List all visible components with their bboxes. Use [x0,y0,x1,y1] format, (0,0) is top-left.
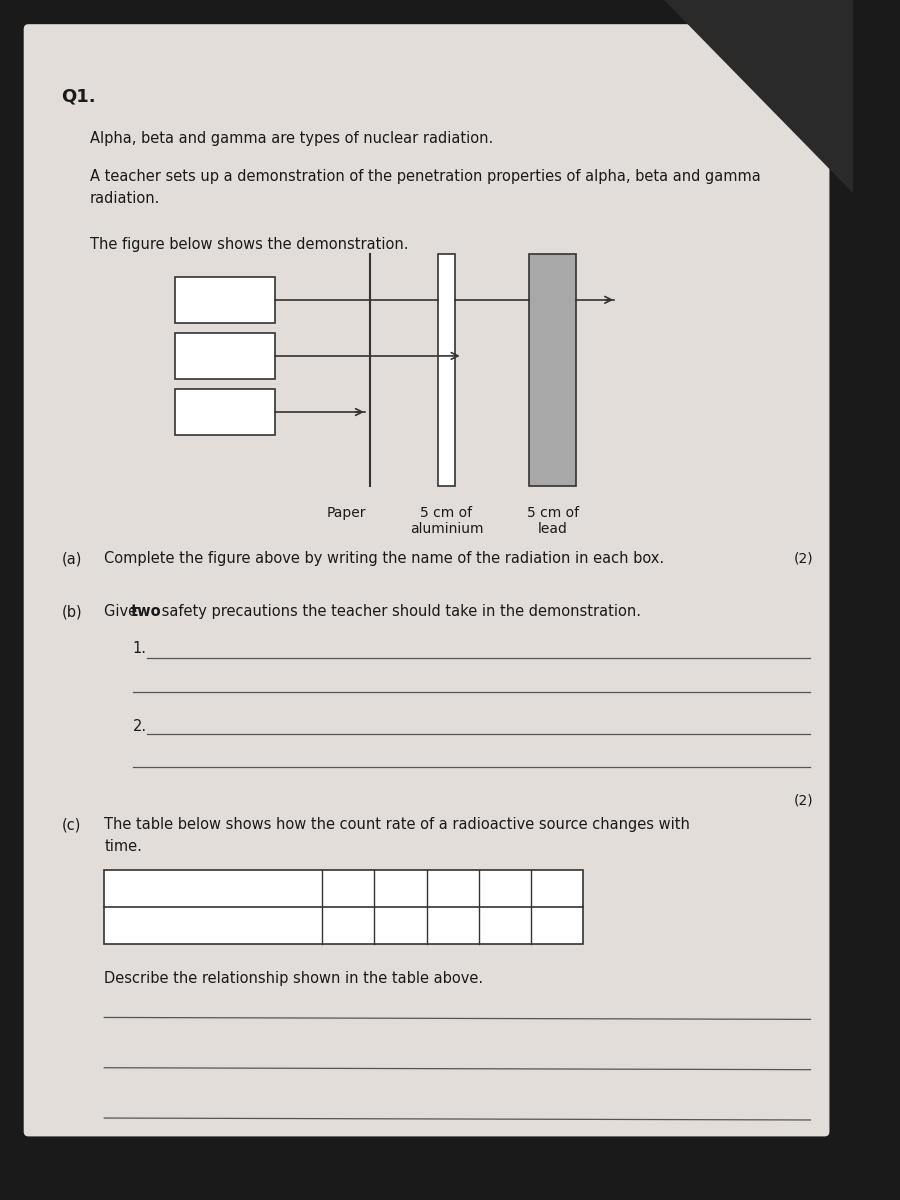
Text: Count rate in counts / second: Count rate in counts / second [112,914,343,929]
Text: Alpha, beta and gamma are types of nuclear radiation.: Alpha, beta and gamma are types of nucle… [90,131,493,145]
Text: 160: 160 [544,878,571,892]
Text: Give: Give [104,605,142,619]
Text: The figure below shows the demonstration.: The figure below shows the demonstration… [90,236,409,252]
Bar [529,254,576,486]
Text: (2): (2) [794,551,814,565]
Text: time.: time. [104,839,142,853]
Bar [438,254,455,486]
Text: Paper: Paper [326,506,365,520]
Text: 300: 300 [439,914,466,929]
Text: The table below shows how the count rate of a radioactive source changes with: The table below shows how the count rate… [104,817,690,833]
Text: (2): (2) [794,793,814,808]
Text: Q1.: Q1. [61,88,96,106]
Polygon shape [663,0,853,193]
Text: 463: 463 [387,914,414,929]
Text: safety precautions the teacher should take in the demonstration.: safety precautions the teacher should ta… [158,605,642,619]
Bar [104,870,583,944]
Text: 120: 120 [491,878,518,892]
Text: (2): (2) [794,1193,814,1200]
Text: 150: 150 [544,914,570,929]
Text: 600: 600 [335,914,362,929]
Text: (c): (c) [61,817,81,833]
Text: 40: 40 [392,878,410,892]
Bar [176,277,274,323]
Text: 221: 221 [491,914,518,929]
Text: 80: 80 [444,878,462,892]
Text: two: two [130,605,161,619]
Text: (a): (a) [61,551,82,566]
Text: A teacher sets up a demonstration of the penetration properties of alpha, beta a: A teacher sets up a demonstration of the… [90,169,760,185]
Text: Describe the relationship shown in the table above.: Describe the relationship shown in the t… [104,971,483,986]
FancyBboxPatch shape [23,24,830,1136]
Bar [176,389,274,436]
Text: Time in seconds: Time in seconds [112,878,238,892]
Text: 0: 0 [344,878,353,892]
Bar [176,332,274,379]
Text: 2.: 2. [132,719,147,733]
Text: 5 cm of
aluminium: 5 cm of aluminium [410,506,483,536]
Text: radiation.: radiation. [90,192,160,206]
Text: (b): (b) [61,605,82,619]
Text: 1.: 1. [132,641,147,656]
Text: Complete the figure above by writing the name of the radiation in each box.: Complete the figure above by writing the… [104,551,664,566]
Text: 5 cm of
lead: 5 cm of lead [526,506,579,536]
